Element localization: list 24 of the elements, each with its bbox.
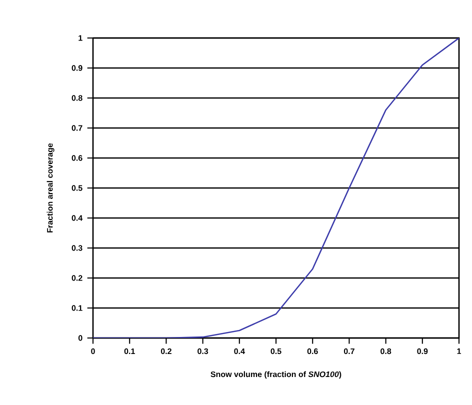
x-tick-label: 0.9 — [417, 348, 428, 354]
y-tick-label: 0.4 — [72, 215, 83, 221]
x-tick-label: 1 — [457, 348, 461, 354]
x-tick-label: 0.3 — [198, 348, 208, 354]
x-tick-label: 0.8 — [380, 348, 392, 354]
y-tick-label: 0.8 — [72, 95, 82, 101]
x-tick-label: 0.7 — [344, 348, 354, 354]
x-tick-label: 0.5 — [270, 348, 282, 354]
y-tick-label: 0.2 — [72, 275, 82, 281]
y-tick-label: 0 — [78, 335, 82, 341]
x-axis-title: Snow volume (fraction of SNO100) — [210, 371, 342, 379]
y-tick-label: 0.6 — [72, 155, 82, 161]
y-tick-label: 0.1 — [72, 305, 82, 311]
y-tick-label: 0.3 — [72, 245, 82, 251]
y-tick-label: 0.5 — [72, 185, 82, 191]
y-tick-label: 0.7 — [72, 125, 82, 131]
y-axis-title: Fraction areal coverage — [46, 143, 54, 232]
y-tick-label: 1 — [78, 35, 82, 41]
y-tick-label: 0.9 — [72, 65, 82, 71]
x-tick-label: 0.1 — [124, 348, 135, 354]
x-tick-label: 0 — [91, 348, 95, 354]
x-tick-label: 0.6 — [307, 348, 318, 354]
x-tick-label: 0.4 — [234, 348, 245, 354]
x-tick-label: 0.2 — [160, 348, 172, 354]
